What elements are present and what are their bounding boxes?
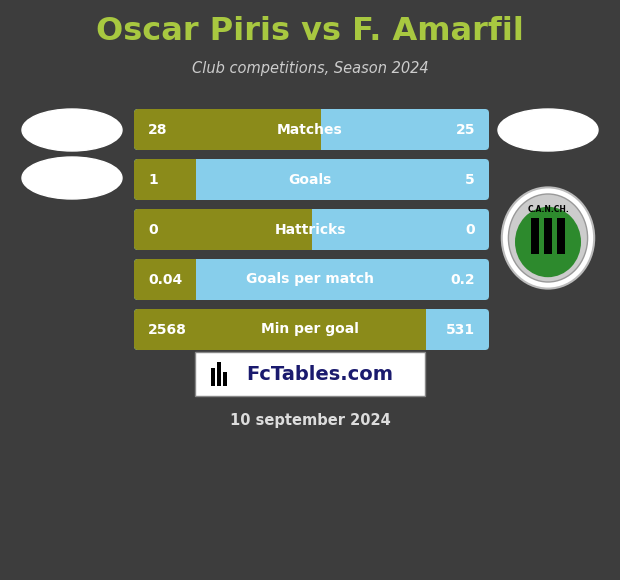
- Text: Club competitions, Season 2024: Club competitions, Season 2024: [192, 60, 428, 75]
- FancyBboxPatch shape: [134, 109, 489, 150]
- Polygon shape: [128, 303, 426, 356]
- Text: Matches: Matches: [277, 122, 343, 136]
- FancyBboxPatch shape: [134, 259, 489, 300]
- Bar: [217, 362, 221, 386]
- Text: Oscar Piris vs F. Amarfil: Oscar Piris vs F. Amarfil: [96, 16, 524, 48]
- Ellipse shape: [498, 109, 598, 151]
- Ellipse shape: [22, 157, 122, 199]
- Text: 25: 25: [456, 122, 475, 136]
- Text: Hattricks: Hattricks: [274, 223, 346, 237]
- Text: Goals: Goals: [288, 172, 332, 187]
- Bar: [557, 218, 565, 254]
- Ellipse shape: [22, 109, 122, 151]
- Text: 0.2: 0.2: [450, 273, 475, 287]
- Text: FcTables.com: FcTables.com: [247, 364, 394, 383]
- Bar: [211, 368, 215, 386]
- Text: Goals per match: Goals per match: [246, 273, 374, 287]
- Text: C.A.N.CH.: C.A.N.CH.: [527, 205, 569, 215]
- Text: 0: 0: [466, 223, 475, 237]
- Polygon shape: [128, 103, 321, 156]
- Text: 0.04: 0.04: [148, 273, 182, 287]
- Text: 28: 28: [148, 122, 167, 136]
- FancyBboxPatch shape: [134, 209, 489, 250]
- FancyBboxPatch shape: [134, 309, 489, 350]
- Bar: [223, 372, 227, 386]
- Text: 5: 5: [465, 172, 475, 187]
- Text: 0: 0: [148, 223, 157, 237]
- FancyBboxPatch shape: [134, 159, 489, 200]
- Ellipse shape: [508, 194, 588, 282]
- Polygon shape: [128, 153, 196, 206]
- Text: Min per goal: Min per goal: [261, 322, 359, 336]
- Bar: [531, 218, 539, 254]
- Ellipse shape: [502, 187, 594, 289]
- FancyBboxPatch shape: [134, 259, 200, 300]
- FancyBboxPatch shape: [134, 309, 430, 350]
- Text: 531: 531: [446, 322, 475, 336]
- Text: 2568: 2568: [148, 322, 187, 336]
- Ellipse shape: [515, 207, 581, 277]
- Text: 1: 1: [148, 172, 157, 187]
- FancyBboxPatch shape: [134, 159, 200, 200]
- Polygon shape: [128, 253, 196, 306]
- Bar: [544, 218, 552, 254]
- Text: 10 september 2024: 10 september 2024: [229, 412, 391, 427]
- FancyBboxPatch shape: [134, 109, 326, 150]
- FancyBboxPatch shape: [195, 352, 425, 396]
- Polygon shape: [128, 203, 311, 256]
- FancyBboxPatch shape: [134, 209, 316, 250]
